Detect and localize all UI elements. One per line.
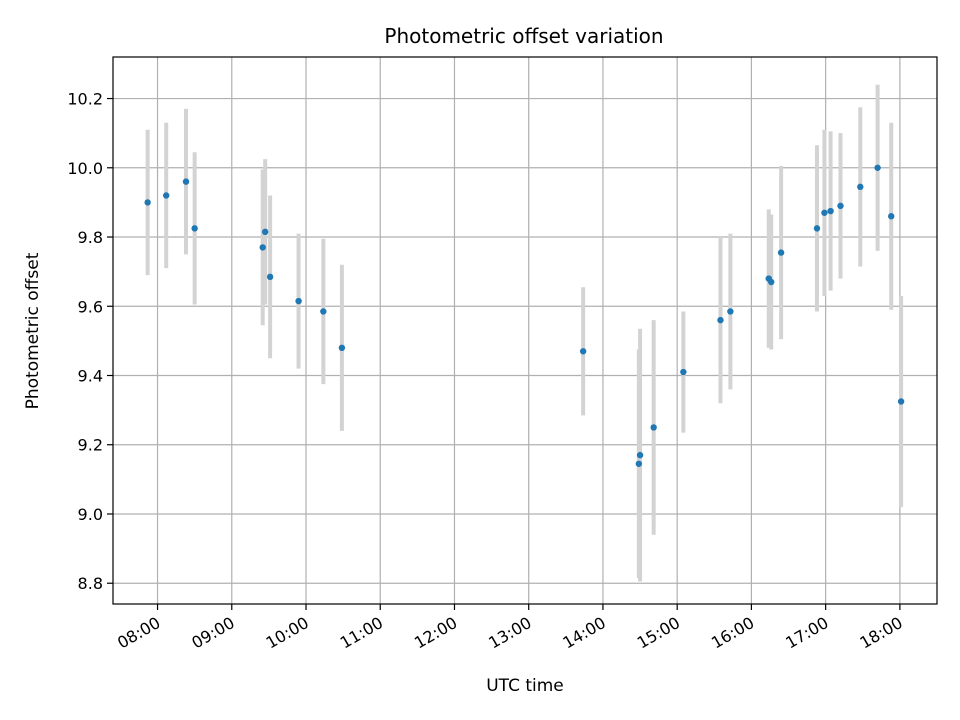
y-tick-label: 9.8 [78, 228, 103, 247]
data-point [768, 278, 775, 286]
x-axis-title: UTC time [486, 676, 564, 696]
data-point [295, 297, 302, 305]
data-point [874, 164, 881, 171]
y-tick-label: 8.8 [78, 574, 103, 593]
y-axis: 8.8 9.0 9.2 9.4 9.6 9.8 10.0 10.2 [67, 90, 113, 593]
data-point [635, 460, 643, 467]
data-point [182, 178, 190, 185]
data-point [727, 308, 734, 315]
data-point [717, 316, 724, 324]
y-tick-label: 10.2 [67, 90, 103, 109]
data-point [144, 199, 151, 206]
data-point [821, 209, 828, 216]
y-tick-label: 10.0 [67, 159, 103, 178]
data-point [827, 207, 834, 215]
data-point [259, 244, 266, 251]
data-point [579, 348, 587, 355]
data-point [320, 308, 327, 315]
data-point [650, 424, 657, 431]
y-axis-title: Photometric offset [23, 252, 43, 409]
data-point [888, 213, 895, 220]
y-tick-label: 9.2 [78, 436, 103, 455]
data-points [144, 164, 905, 467]
y-tick-label: 9.0 [78, 505, 103, 524]
data-point [897, 398, 905, 405]
data-point [266, 273, 274, 281]
data-point [857, 183, 864, 191]
y-tick-label: 9.6 [78, 297, 103, 316]
data-point [813, 225, 821, 232]
data-point [777, 249, 785, 256]
grid-lines [113, 57, 937, 604]
y-tick-label: 9.4 [78, 367, 103, 386]
plot-frame [112, 56, 938, 605]
data-point [261, 228, 269, 236]
data-point [636, 451, 644, 459]
chart-title: Photometric offset variation [384, 24, 663, 48]
data-point [338, 344, 346, 352]
data-point [680, 368, 687, 376]
data-point [837, 202, 844, 210]
data-point [163, 192, 170, 199]
data-point [191, 225, 198, 232]
